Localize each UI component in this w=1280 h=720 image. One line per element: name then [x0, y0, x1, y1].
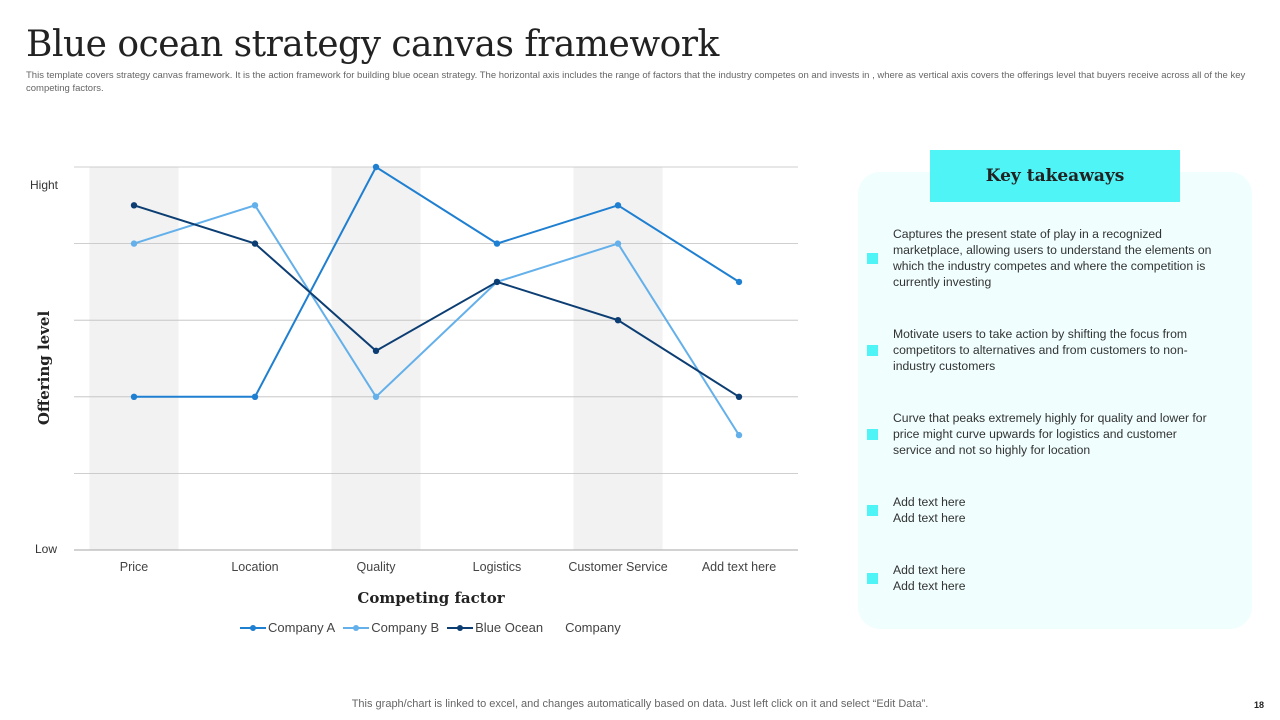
legend-marker-company-a [240, 624, 266, 631]
takeaways-panel [858, 172, 1252, 629]
takeaway-text: Add text here Add text here [893, 563, 966, 593]
takeaways-header: Key takeaways [930, 150, 1180, 202]
takeaway-text: Motivate users to take action by shiftin… [893, 327, 1188, 373]
legend-label-company-a: Company A [268, 620, 336, 635]
bullet-square-icon [867, 572, 878, 584]
bullet-square-icon [867, 252, 878, 264]
series-blue-ocean-point [614, 317, 622, 324]
takeaway-item: Add text here Add text here [867, 494, 1241, 526]
legend-marker-company-b [343, 624, 370, 631]
takeaway-item: Add text here Add text here [867, 562, 1241, 594]
series-company-b-point [372, 393, 380, 400]
series-company-a-line [134, 165, 740, 398]
series-company-a-point [614, 202, 622, 209]
bullet-square-icon [867, 428, 878, 440]
series-blue-ocean-point [251, 240, 259, 247]
series-blue-ocean-point [130, 202, 138, 209]
series-company-b-point [735, 431, 743, 439]
strategy-canvas-chart[interactable]: Hight Low Price Location Quality Logistics Cus… [0, 0, 850, 600]
legend-item-company-b[interactable]: Company B [343, 620, 439, 635]
bullet-square-icon [867, 344, 878, 356]
x-tick-label: Customer Service [568, 560, 667, 574]
legend-item-company[interactable]: Company [565, 620, 621, 635]
series-company-b-line [133, 204, 740, 436]
category-band [331, 167, 421, 550]
legend-item-blue-ocean[interactable]: Blue Ocean [447, 620, 543, 635]
series-company-b-point [614, 240, 622, 247]
series-blue-ocean-line [133, 204, 740, 398]
series-company-a-point [493, 240, 501, 247]
x-tick-label: Price [120, 560, 149, 574]
takeaway-text: Curve that peaks extremely highly for qu… [893, 411, 1207, 457]
footer-note: This graph/chart is linked to excel, and… [351, 698, 929, 710]
page-subtitle: This template covers strategy canvas fra… [26, 70, 1246, 94]
takeaway-item: Motivate users to take action by shiftin… [867, 326, 1241, 374]
category-band [89, 167, 179, 550]
series-blue-ocean-point [735, 393, 743, 400]
x-tick-label: Add text here [702, 560, 776, 574]
series-company-a-point [372, 163, 380, 171]
chart-legend: Company A Company B Blue Ocean Company [240, 620, 680, 635]
series-company-a-point [735, 278, 743, 286]
y-tick-label-low: Low [35, 542, 57, 556]
series-company-a-point [251, 393, 259, 400]
y-tick-label-high: Hight [30, 178, 59, 192]
page-number: 18 [1253, 700, 1264, 710]
series-company-b-point [130, 240, 138, 247]
x-tick-label: Logistics [473, 560, 522, 574]
series-blue-ocean-point [493, 278, 501, 286]
y-axis-title: Offering level [35, 310, 53, 426]
x-axis-title: Competing factor [357, 589, 505, 607]
bullet-square-icon [867, 504, 878, 516]
legend-marker-blue-ocean [447, 624, 474, 631]
page-title: Blue ocean strategy canvas framework [26, 24, 719, 65]
legend-item-company-a[interactable]: Company A [240, 620, 335, 635]
category-band [573, 167, 663, 550]
series-company-b-point [251, 202, 259, 209]
legend-label-blue-ocean: Blue Ocean [475, 620, 544, 635]
takeaway-text: Captures the present state of play in a … [893, 227, 1212, 289]
x-tick-label: Location [231, 560, 278, 574]
series-company-a-point [130, 393, 138, 400]
legend-label-company: Company [565, 620, 621, 635]
takeaway-item: Captures the present state of play in a … [867, 226, 1241, 290]
series-blue-ocean-point [372, 347, 380, 355]
x-tick-label: Quality [357, 560, 397, 574]
legend-label-company-b: Company B [371, 620, 440, 635]
takeaway-text: Add text here Add text here [893, 495, 966, 525]
takeaway-item: Curve that peaks extremely highly for qu… [867, 410, 1241, 458]
